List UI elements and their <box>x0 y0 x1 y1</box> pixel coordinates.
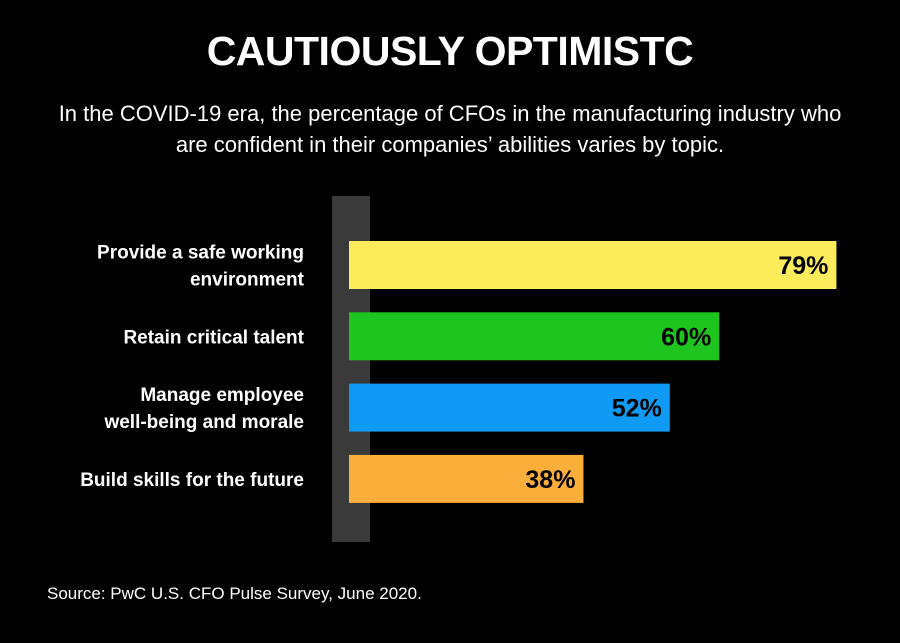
category-label-2: Retain critical talent <box>123 327 304 348</box>
bar-2 <box>349 312 720 361</box>
bar-4 <box>349 454 584 503</box>
category-label-4: Build skills for the future <box>80 470 304 491</box>
value-label-1: 79% <box>778 252 828 280</box>
category-label-1-line-1: Provide a safe working <box>97 243 304 264</box>
source-note: Source: PwC U.S. CFO Pulse Survey, June … <box>47 584 422 603</box>
value-label-2: 60% <box>661 323 711 351</box>
category-label-3-line-1: Manage employee <box>140 385 304 406</box>
category-label-3-line-2: well-being and morale <box>103 412 304 433</box>
bar-1 <box>349 241 837 289</box>
bar-3 <box>349 383 670 432</box>
value-label-3: 52% <box>612 395 662 423</box>
chart-subtitle: In the COVID-19 era, the percentage of C… <box>58 101 842 157</box>
chart-title: CAUTIOUSLY OPTIMISTC <box>206 28 694 74</box>
category-label-1-line-2: environment <box>190 270 305 291</box>
value-label-4: 38% <box>525 466 575 494</box>
bars-group: 79% Provide a safe working environment 60% R… <box>80 241 837 503</box>
